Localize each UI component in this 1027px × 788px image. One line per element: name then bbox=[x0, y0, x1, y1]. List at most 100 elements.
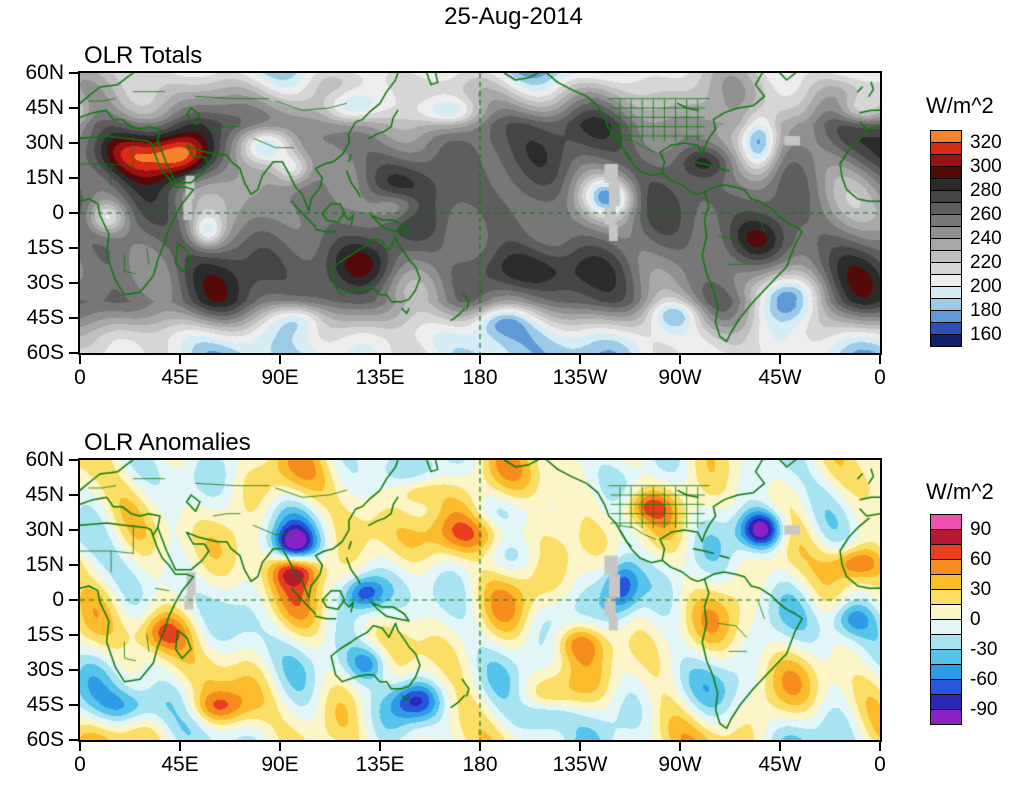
lat-tick-label: 45N bbox=[25, 96, 64, 119]
lon-tick-label: 45E bbox=[161, 753, 199, 776]
colorbar-box bbox=[930, 679, 962, 695]
colorbar-tick-label: 180 bbox=[970, 300, 1002, 321]
colorbar-units-anomalies: W/m^2 bbox=[926, 479, 994, 504]
lon-tick-label: 0 bbox=[874, 366, 886, 389]
lon-tick-label: 90W bbox=[658, 366, 702, 389]
lon-tick-mark bbox=[379, 355, 381, 364]
lon-tick-mark bbox=[179, 355, 181, 364]
colorbar-box bbox=[930, 664, 962, 680]
colorbar-tick-label: 280 bbox=[970, 180, 1002, 201]
lat-tick-label: 45S bbox=[26, 306, 64, 329]
lat-tick-mark bbox=[69, 72, 78, 74]
lon-tick-mark bbox=[779, 742, 781, 751]
colorbar-tick-label: -90 bbox=[970, 699, 998, 720]
map-frame-totals bbox=[78, 71, 882, 355]
lon-tick-mark bbox=[879, 355, 881, 364]
map-canvas-anomalies bbox=[80, 460, 880, 740]
lat-tick-label: 15N bbox=[25, 553, 64, 576]
figure-title: 25-Aug-2014 bbox=[444, 3, 583, 30]
colorbar-tick-label: 30 bbox=[970, 579, 992, 600]
colorbar-tick-label: 0 bbox=[970, 609, 981, 630]
lat-tick-mark bbox=[69, 704, 78, 706]
colorbar-box bbox=[930, 334, 962, 347]
lon-tick-mark bbox=[79, 742, 81, 751]
lat-tick-label: 45S bbox=[26, 693, 64, 716]
lat-tick-mark bbox=[69, 247, 78, 249]
lon-tick-label: 135W bbox=[552, 753, 608, 776]
lon-tick-label: 45W bbox=[758, 753, 802, 776]
lat-tick-label: 60N bbox=[25, 61, 64, 84]
colorbar-box bbox=[930, 589, 962, 605]
lat-tick-mark bbox=[69, 634, 78, 636]
lon-tick-label: 0 bbox=[74, 366, 86, 389]
lat-tick-label: 30S bbox=[26, 658, 64, 681]
lat-tick-label: 30N bbox=[25, 518, 64, 541]
lon-tick-label: 45E bbox=[161, 366, 199, 389]
colorbar-box bbox=[930, 544, 962, 560]
lat-tick-label: 15N bbox=[25, 166, 64, 189]
colorbar-box bbox=[930, 559, 962, 575]
lat-tick-mark bbox=[69, 352, 78, 354]
lon-tick-mark bbox=[179, 742, 181, 751]
colorbar-box bbox=[930, 514, 962, 530]
lon-tick-mark bbox=[779, 355, 781, 364]
lon-tick-mark bbox=[479, 355, 481, 364]
lat-tick-mark bbox=[69, 459, 78, 461]
colorbar-tick-label: 260 bbox=[970, 204, 1002, 225]
lat-tick-mark bbox=[69, 177, 78, 179]
colorbar-box bbox=[930, 709, 962, 725]
lon-tick-label: 45W bbox=[758, 366, 802, 389]
lon-tick-mark bbox=[279, 355, 281, 364]
colorbar-tick-label: -60 bbox=[970, 669, 998, 690]
map-canvas-totals bbox=[80, 73, 880, 353]
colorbar-tick-label: 60 bbox=[970, 549, 992, 570]
colorbar-box bbox=[930, 604, 962, 620]
lat-tick-mark bbox=[69, 739, 78, 741]
lon-tick-label: 180 bbox=[462, 753, 498, 776]
colorbar-tick-label: 160 bbox=[970, 324, 1002, 345]
lat-tick-mark bbox=[69, 564, 78, 566]
lat-tick-mark bbox=[69, 669, 78, 671]
lon-tick-label: 90E bbox=[261, 366, 299, 389]
colorbar-units-totals: W/m^2 bbox=[926, 93, 994, 118]
lat-tick-mark bbox=[69, 142, 78, 144]
lon-tick-mark bbox=[479, 742, 481, 751]
colorbar-tick-label: 90 bbox=[970, 519, 992, 540]
panel-title-olr-totals: OLR Totals bbox=[84, 42, 203, 69]
lat-tick-mark bbox=[69, 282, 78, 284]
lat-tick-label: 15S bbox=[26, 623, 64, 646]
lat-tick-label: 30S bbox=[26, 271, 64, 294]
colorbar-tick-label: 300 bbox=[970, 156, 1002, 177]
colorbar-tick-label: 240 bbox=[970, 228, 1002, 249]
lat-tick-label: 60S bbox=[26, 341, 64, 364]
panel-title-olr-anomalies: OLR Anomalies bbox=[84, 429, 251, 456]
colorbar-box bbox=[930, 574, 962, 590]
colorbar-tick-label: 320 bbox=[970, 132, 1002, 153]
lon-tick-mark bbox=[679, 355, 681, 364]
lat-tick-mark bbox=[69, 212, 78, 214]
lon-tick-label: 135E bbox=[355, 366, 405, 389]
colorbar-tick-label: 200 bbox=[970, 276, 1002, 297]
lat-tick-label: 45N bbox=[25, 483, 64, 506]
lon-tick-label: 180 bbox=[462, 366, 498, 389]
lat-tick-label: 30N bbox=[25, 131, 64, 154]
lon-tick-mark bbox=[579, 355, 581, 364]
lon-tick-mark bbox=[79, 355, 81, 364]
lat-tick-mark bbox=[69, 599, 78, 601]
lat-tick-label: 60S bbox=[26, 728, 64, 751]
lon-tick-label: 0 bbox=[74, 753, 86, 776]
lat-tick-label: 0 bbox=[52, 588, 64, 611]
lat-tick-mark bbox=[69, 529, 78, 531]
lon-tick-label: 90W bbox=[658, 753, 702, 776]
lon-tick-label: 135W bbox=[552, 366, 608, 389]
colorbar-box bbox=[930, 529, 962, 545]
lat-tick-mark bbox=[69, 317, 78, 319]
lon-tick-mark bbox=[879, 742, 881, 751]
lon-tick-mark bbox=[679, 742, 681, 751]
colorbar-tick-label: -30 bbox=[970, 639, 998, 660]
colorbar-tick-label: 220 bbox=[970, 252, 1002, 273]
lat-tick-mark bbox=[69, 107, 78, 109]
lon-tick-mark bbox=[579, 742, 581, 751]
lon-tick-mark bbox=[279, 742, 281, 751]
